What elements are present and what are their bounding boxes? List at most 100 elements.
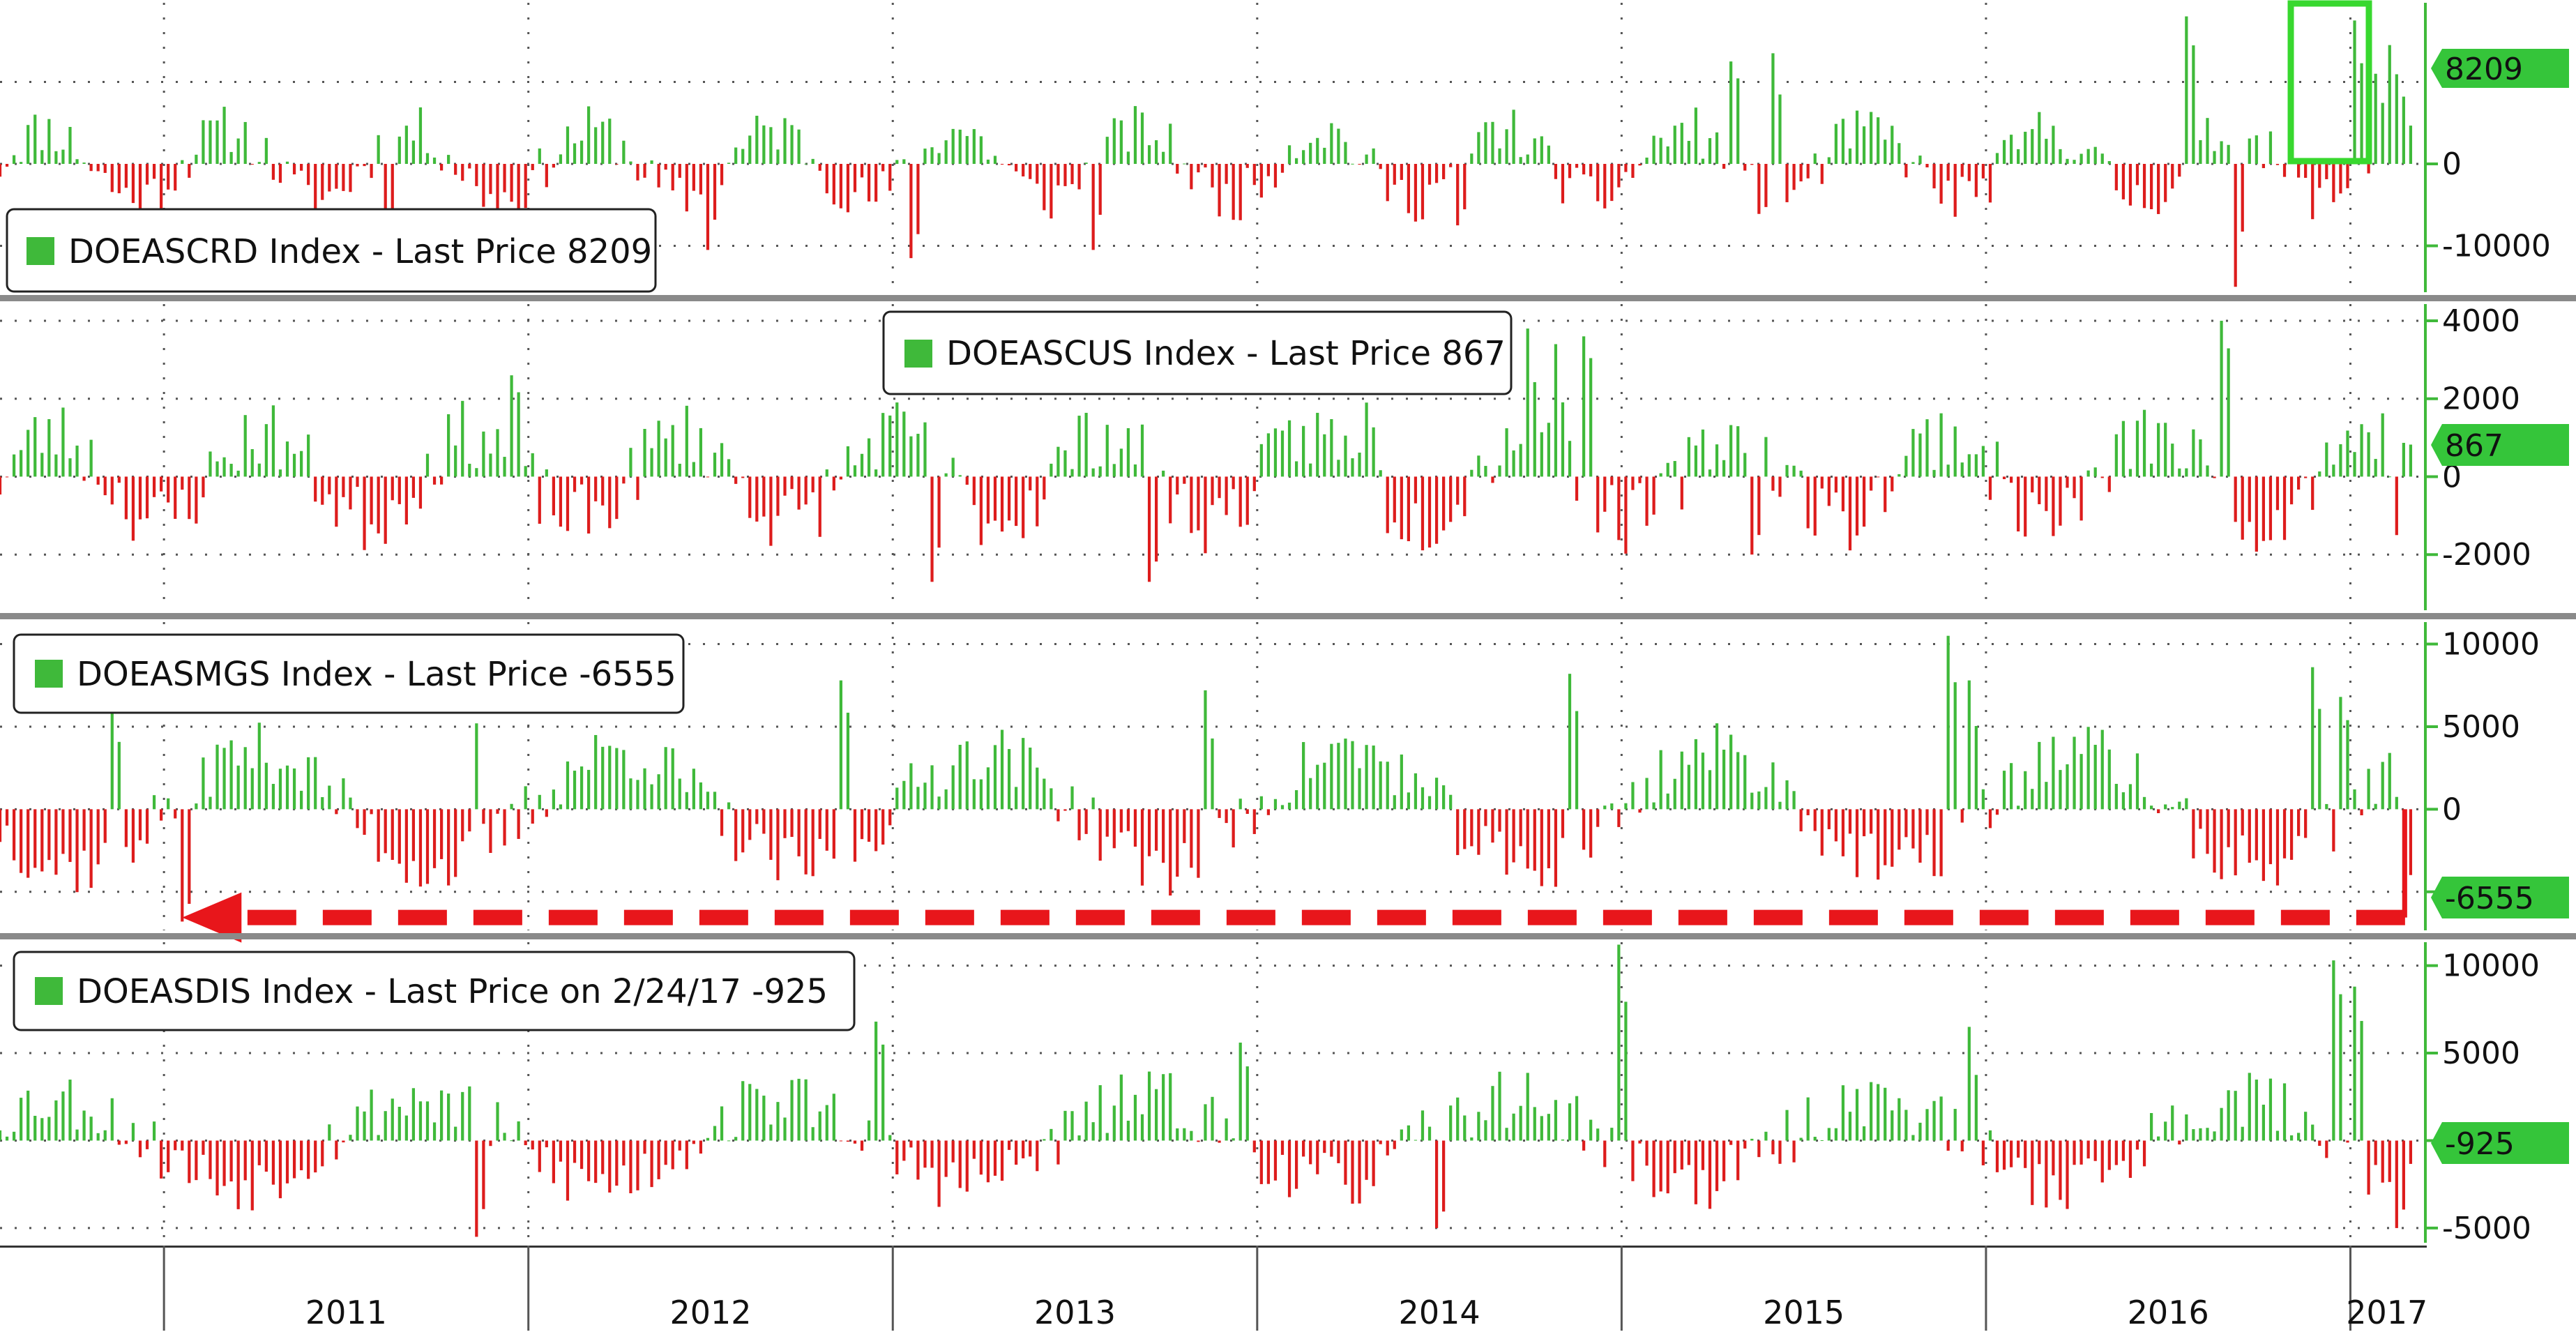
bar-crude-183 (1280, 164, 1285, 173)
bar-gasoline-289 (2024, 771, 2027, 810)
bar-cushing-176 (1232, 476, 1235, 490)
bar-crude-55 (384, 164, 387, 238)
bar-cushing-9 (61, 407, 65, 477)
bar-cushing-121 (846, 446, 850, 477)
bar-crude-134 (937, 153, 941, 164)
bar-distillates-252 (1764, 1131, 1768, 1141)
bar-crude-205 (1434, 164, 1439, 183)
bar-cushing-47 (328, 476, 331, 494)
bar-crude-140 (979, 136, 983, 164)
bar-distillates-305 (2135, 1140, 2139, 1150)
bar-distillates-310 (2171, 1105, 2174, 1141)
bar-cushing-172 (1204, 476, 1207, 554)
bar-cushing-53 (370, 476, 373, 524)
bar-distillates-334 (2339, 994, 2342, 1141)
bar-distillates-224 (1568, 1103, 1572, 1141)
bar-distillates-10 (68, 1080, 72, 1141)
bar-crude-103 (720, 164, 724, 186)
bar-distillates-254 (1778, 1140, 1782, 1164)
bar-distillates-204 (1427, 1126, 1432, 1141)
bar-crude-240 (1680, 123, 1683, 164)
bar-cushing-206 (1442, 476, 1446, 531)
bar-distillates-90 (629, 1140, 632, 1194)
bar-gasoline-337 (2360, 809, 2363, 816)
bar-gasoline-280 (1960, 809, 1964, 823)
bar-crude-276 (1932, 164, 1936, 189)
bar-cushing-240 (1680, 476, 1683, 510)
bar-crude-99 (692, 164, 695, 191)
bar-crude-291 (2038, 112, 2041, 164)
bar-gasoline-231 (1617, 809, 1621, 827)
bar-gasoline-272 (1904, 809, 1908, 838)
bar-distillates-288 (2017, 1140, 2020, 1158)
bar-distillates-26 (181, 1140, 184, 1151)
bar-distillates-141 (986, 1140, 990, 1183)
bar-gasoline-341 (2388, 752, 2391, 810)
bar-crude-179 (1252, 164, 1256, 186)
bar-gasoline-149 (1043, 778, 1046, 810)
bar-gasoline-218 (1526, 809, 1529, 869)
bar-crude-98 (685, 164, 688, 212)
panel-separator-1 (0, 295, 2576, 301)
bar-gasoline-103 (720, 809, 724, 836)
bar-crude-57 (397, 136, 401, 164)
bar-gasoline-27 (188, 809, 191, 905)
bar-crude-323 (2261, 164, 2265, 169)
bar-distillates-156 (1091, 1122, 1095, 1141)
bar-distillates-66 (461, 1091, 464, 1141)
bar-distillates-94 (657, 1140, 660, 1179)
bar-cushing-84 (587, 476, 591, 534)
bar-cushing-155 (1084, 412, 1088, 477)
bar-distillates-328 (2297, 1133, 2301, 1141)
year-label-2014: 2014 (1399, 1294, 1480, 1331)
bar-crude-341 (2388, 45, 2391, 164)
bar-distillates-340 (2381, 1140, 2384, 1183)
bar-crude-4 (26, 125, 30, 164)
bar-gasoline-195 (1365, 745, 1368, 810)
bar-gasoline-98 (685, 792, 688, 810)
bar-crude-50 (349, 164, 352, 192)
bar-gasoline-151 (1056, 809, 1060, 822)
bar-distillates-180 (1259, 1140, 1263, 1184)
bar-cushing-188 (1316, 412, 1319, 477)
bar-cushing-80 (559, 476, 563, 527)
bar-crude-233 (1631, 164, 1635, 179)
bar-crude-144 (1007, 164, 1011, 166)
bar-crude-94 (657, 164, 660, 188)
bar-cushing-312 (2185, 468, 2188, 477)
bar-cushing-117 (818, 476, 821, 537)
bar-distillates-75 (524, 1140, 527, 1146)
bar-gasoline-19 (131, 809, 135, 863)
bar-crude-155 (1084, 162, 1088, 164)
bar-distillates-133 (930, 1140, 934, 1168)
bar-cushing-48 (335, 476, 338, 527)
bar-gasoline-123 (860, 809, 864, 840)
bar-gasoline-194 (1358, 768, 1361, 810)
highlight-box (2287, 0, 2372, 165)
bar-cushing-27 (188, 476, 191, 520)
bar-gasoline-141 (986, 767, 990, 810)
y-tick-label-gasoline-1: 5000 (2442, 709, 2520, 745)
bar-distillates-287 (2009, 1140, 2013, 1167)
bar-distillates-174 (1218, 1140, 1221, 1143)
bar-cushing-211 (1477, 455, 1480, 477)
bar-distillates-214 (1498, 1071, 1501, 1141)
bar-crude-96 (671, 164, 674, 191)
bar-distillates-96 (671, 1140, 674, 1170)
bar-distillates-283 (1981, 1140, 1985, 1165)
bar-distillates-203 (1420, 1110, 1425, 1141)
bar-distillates-59 (411, 1088, 416, 1141)
bar-crude-136 (951, 128, 955, 164)
bar-crude-44 (307, 164, 310, 186)
bar-cushing-151 (1056, 446, 1060, 477)
bar-gasoline-121 (846, 712, 850, 810)
bar-gasoline-256 (1792, 791, 1796, 810)
bar-gasoline-266 (1862, 809, 1866, 837)
bar-gasoline-153 (1070, 786, 1074, 810)
bar-cushing-6 (40, 453, 44, 477)
bar-cushing-91 (636, 476, 639, 500)
bar-distillates-181 (1266, 1140, 1271, 1184)
bar-gasoline-324 (2268, 809, 2273, 865)
bar-distillates-226 (1582, 1140, 1586, 1151)
bar-gasoline-87 (608, 746, 612, 810)
